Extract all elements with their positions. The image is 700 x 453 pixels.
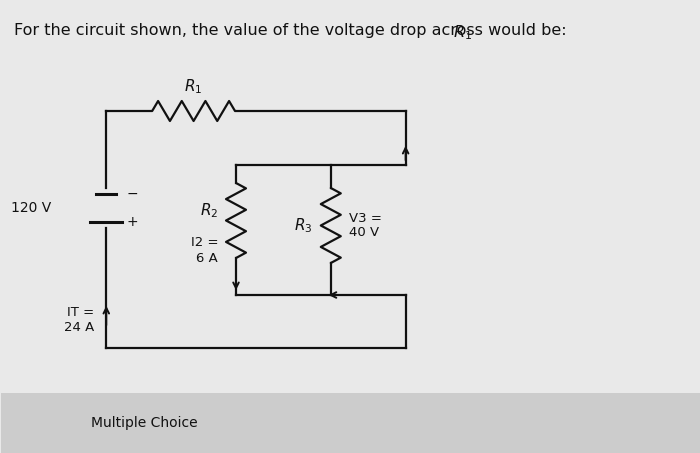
Text: $R_3$: $R_3$ [295, 216, 313, 235]
Text: $R_1$: $R_1$ [452, 23, 472, 42]
Text: Multiple Choice: Multiple Choice [91, 416, 198, 430]
Text: For the circuit shown, the value of the voltage drop across: For the circuit shown, the value of the … [15, 23, 489, 38]
Text: 120 V: 120 V [11, 201, 51, 215]
Text: $R_2$: $R_2$ [199, 201, 218, 220]
Text: +: + [126, 215, 138, 229]
Text: IT =
24 A: IT = 24 A [64, 306, 95, 334]
Text: would be:: would be: [484, 23, 567, 38]
FancyBboxPatch shape [1, 393, 700, 453]
Text: −: − [126, 187, 138, 201]
Text: I2 =
6 A: I2 = 6 A [190, 236, 218, 265]
Text: $R_1$: $R_1$ [184, 77, 203, 96]
Text: V3 =
40 V: V3 = 40 V [349, 212, 382, 240]
